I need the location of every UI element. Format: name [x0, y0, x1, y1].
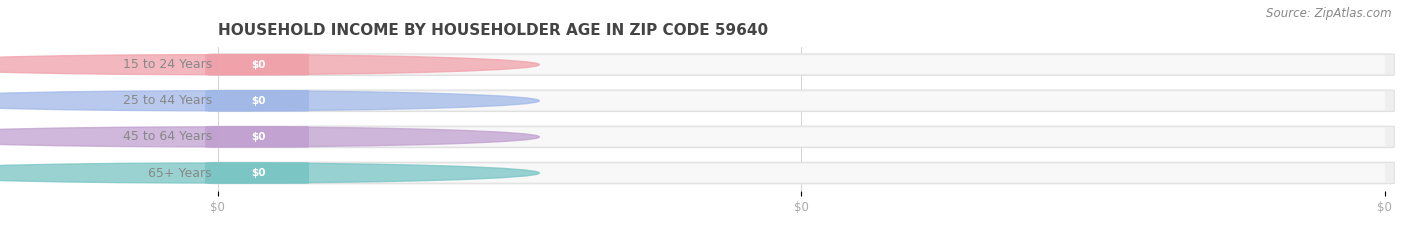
- Text: 65+ Years: 65+ Years: [149, 167, 212, 179]
- FancyBboxPatch shape: [218, 128, 1385, 146]
- Text: 25 to 44 Years: 25 to 44 Years: [122, 94, 212, 107]
- Text: $0: $0: [252, 168, 266, 178]
- FancyBboxPatch shape: [218, 55, 1385, 74]
- FancyBboxPatch shape: [218, 164, 1385, 182]
- FancyBboxPatch shape: [205, 126, 309, 148]
- FancyBboxPatch shape: [205, 90, 309, 112]
- FancyBboxPatch shape: [208, 54, 1395, 75]
- Text: 45 to 64 Years: 45 to 64 Years: [122, 130, 212, 143]
- Circle shape: [0, 91, 540, 111]
- FancyBboxPatch shape: [208, 126, 1395, 148]
- Text: HOUSEHOLD INCOME BY HOUSEHOLDER AGE IN ZIP CODE 59640: HOUSEHOLD INCOME BY HOUSEHOLDER AGE IN Z…: [218, 24, 768, 38]
- FancyBboxPatch shape: [208, 162, 1395, 184]
- Circle shape: [0, 163, 540, 183]
- FancyBboxPatch shape: [218, 92, 1385, 110]
- FancyBboxPatch shape: [205, 162, 309, 184]
- Text: $0: $0: [252, 132, 266, 142]
- Text: $0: $0: [252, 96, 266, 106]
- FancyBboxPatch shape: [205, 54, 309, 75]
- Circle shape: [0, 55, 540, 75]
- FancyBboxPatch shape: [208, 90, 1395, 112]
- Text: $0: $0: [252, 60, 266, 70]
- Text: 15 to 24 Years: 15 to 24 Years: [122, 58, 212, 71]
- Circle shape: [0, 127, 540, 147]
- Text: Source: ZipAtlas.com: Source: ZipAtlas.com: [1267, 7, 1392, 20]
